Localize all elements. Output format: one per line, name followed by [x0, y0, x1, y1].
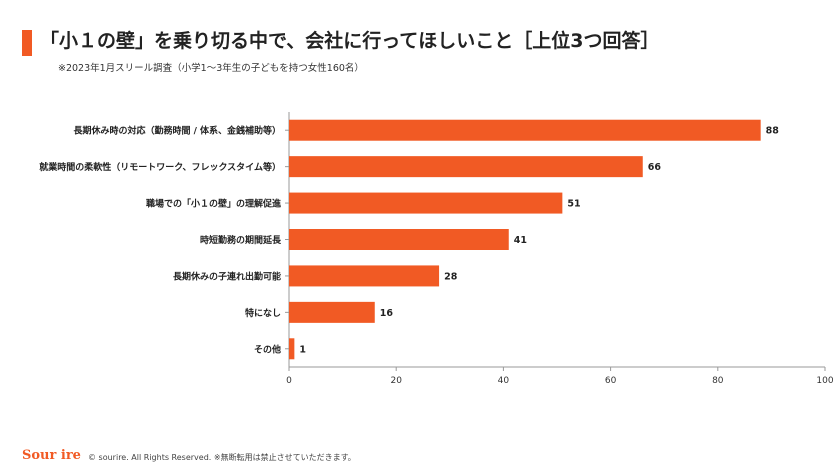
bar: [289, 192, 563, 214]
data-label: 88: [766, 126, 780, 137]
data-label: 16: [380, 308, 394, 319]
category-label: 特になし: [245, 307, 281, 319]
x-tick-label: 60: [605, 376, 617, 386]
data-label: 51: [567, 199, 580, 210]
category-label: その他: [254, 343, 281, 355]
chart-title: 「小１の壁」を乗り切る中で、会社に行ってほしいこと［上位3つ回答］: [40, 30, 660, 52]
x-tick-label: 40: [498, 376, 510, 386]
bar: [289, 229, 509, 250]
data-label: 66: [648, 162, 662, 173]
title-accent-bar: [22, 30, 32, 56]
data-label: 1: [299, 344, 306, 355]
data-label: 28: [444, 271, 458, 282]
bar: [289, 301, 375, 323]
category-label: 職場での「小１の壁」の理解促進: [146, 198, 282, 210]
bar: [289, 265, 440, 287]
x-tick-label: 0: [286, 376, 292, 386]
category-label: 長期休みの子連れ出勤可能: [173, 270, 281, 282]
x-tick-label: 100: [816, 376, 833, 386]
category-label: 時短勤務の期間延長: [200, 234, 282, 246]
chart-subtitle: ※2023年1月スリール調査（小学1〜3年生の子どもを持つ女性160名）: [58, 63, 364, 74]
category-label: 長期休み時の対応（勤務時間 / 体系、金銭補助等）: [73, 125, 281, 137]
bar: [289, 338, 295, 360]
category-label: 就業時間の柔軟性（リモートワーク、フレックスタイム等）: [39, 161, 281, 173]
x-tick-label: 80: [712, 376, 724, 386]
copyright-text: © sourire. All Rights Reserved. ※無断転用は禁止…: [88, 453, 356, 462]
brand-logo: Sour ire: [22, 448, 81, 463]
bar: [289, 119, 761, 141]
bar: [289, 156, 643, 178]
x-tick-label: 20: [390, 376, 402, 386]
data-label: 41: [514, 235, 527, 246]
